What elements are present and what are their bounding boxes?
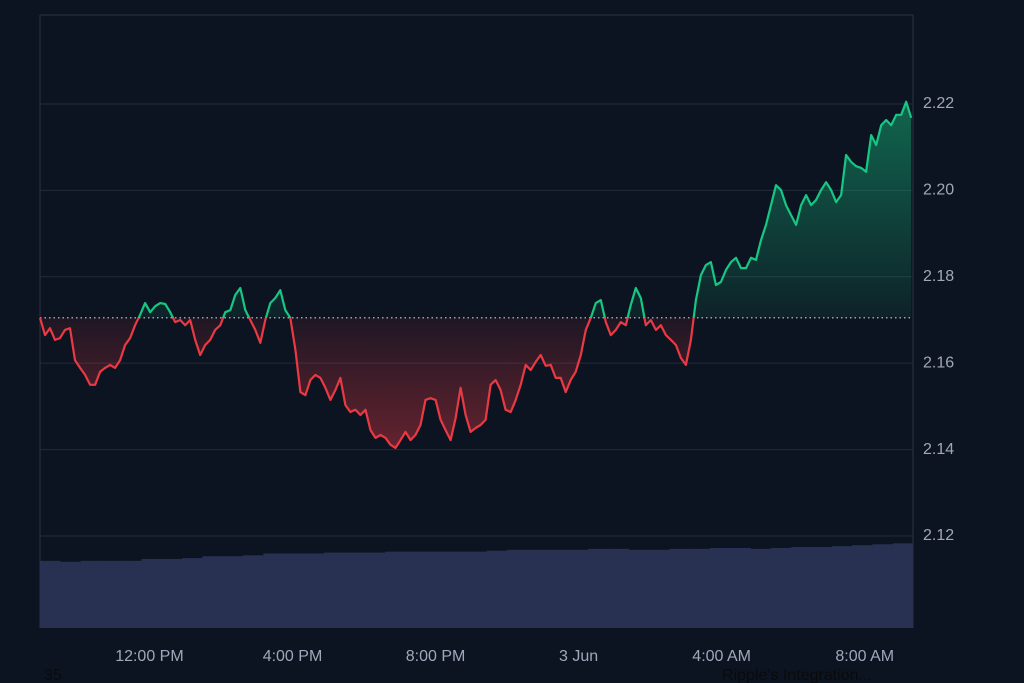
volume-bar — [567, 549, 589, 628]
volume-bar — [161, 559, 183, 628]
volume-bar — [263, 553, 284, 628]
volume-bar — [649, 549, 670, 628]
x-tick-label: 8:00 AM — [835, 648, 894, 665]
x-tick-label: 12:00 PM — [115, 648, 183, 665]
volume-bar — [872, 544, 893, 628]
volume-bar — [689, 548, 711, 628]
price-line — [38, 100, 913, 449]
volume-bar — [730, 547, 751, 628]
volume-bar — [608, 548, 630, 628]
volume-bar — [100, 560, 122, 628]
price-area — [40, 101, 912, 448]
volume-bar — [527, 549, 548, 628]
y-tick-label: 2.22 — [923, 95, 954, 112]
volume-bar — [40, 560, 61, 628]
volume-bar — [405, 551, 427, 628]
volume-bar — [60, 561, 81, 628]
y-tick-label: 2.16 — [923, 354, 954, 371]
volume-bar — [852, 545, 873, 628]
x-tick-label: 8:00 PM — [406, 648, 466, 665]
volume-bar — [547, 549, 569, 628]
volume-bar — [182, 558, 203, 628]
x-tick-label: 4:00 PM — [263, 648, 323, 665]
volume-bar — [466, 551, 487, 628]
y-tick-label: 2.18 — [923, 268, 954, 285]
volume-bar — [303, 553, 325, 628]
volume-bar — [770, 547, 792, 628]
volume-bar — [892, 543, 914, 628]
annotation: 35 — [44, 667, 62, 683]
volume-bar — [486, 550, 508, 628]
x-tick-label: 4:00 AM — [692, 648, 751, 665]
volume-bar — [628, 549, 650, 628]
y-tick-label: 2.12 — [923, 527, 954, 544]
volume-bar — [324, 552, 345, 628]
volume-bar — [791, 547, 812, 628]
x-tick-label: 3 Jun — [559, 648, 598, 665]
volume-bar — [669, 548, 690, 628]
volume-bar — [344, 552, 366, 628]
volume-bar — [80, 560, 102, 628]
y-tick-label: 2.20 — [923, 182, 954, 199]
volume-bar — [222, 556, 244, 628]
volume-bar — [121, 560, 142, 628]
volume-bar — [750, 548, 772, 628]
volume-bar — [588, 548, 609, 628]
volume-bar — [709, 547, 731, 628]
volume-bar — [425, 551, 447, 628]
volume-bar — [506, 549, 528, 628]
volume-bar — [283, 553, 305, 628]
volume-bar — [811, 547, 833, 628]
volume-bar — [141, 559, 163, 628]
volume-bar — [385, 551, 406, 628]
volume-bar — [446, 551, 467, 628]
volume-bar — [243, 555, 264, 628]
annotation: Ripple's Integration... — [722, 667, 872, 683]
volume-bar — [831, 546, 853, 628]
volume-bar — [202, 556, 224, 628]
volume-bar — [364, 552, 386, 628]
y-tick-label: 2.14 — [923, 441, 954, 458]
